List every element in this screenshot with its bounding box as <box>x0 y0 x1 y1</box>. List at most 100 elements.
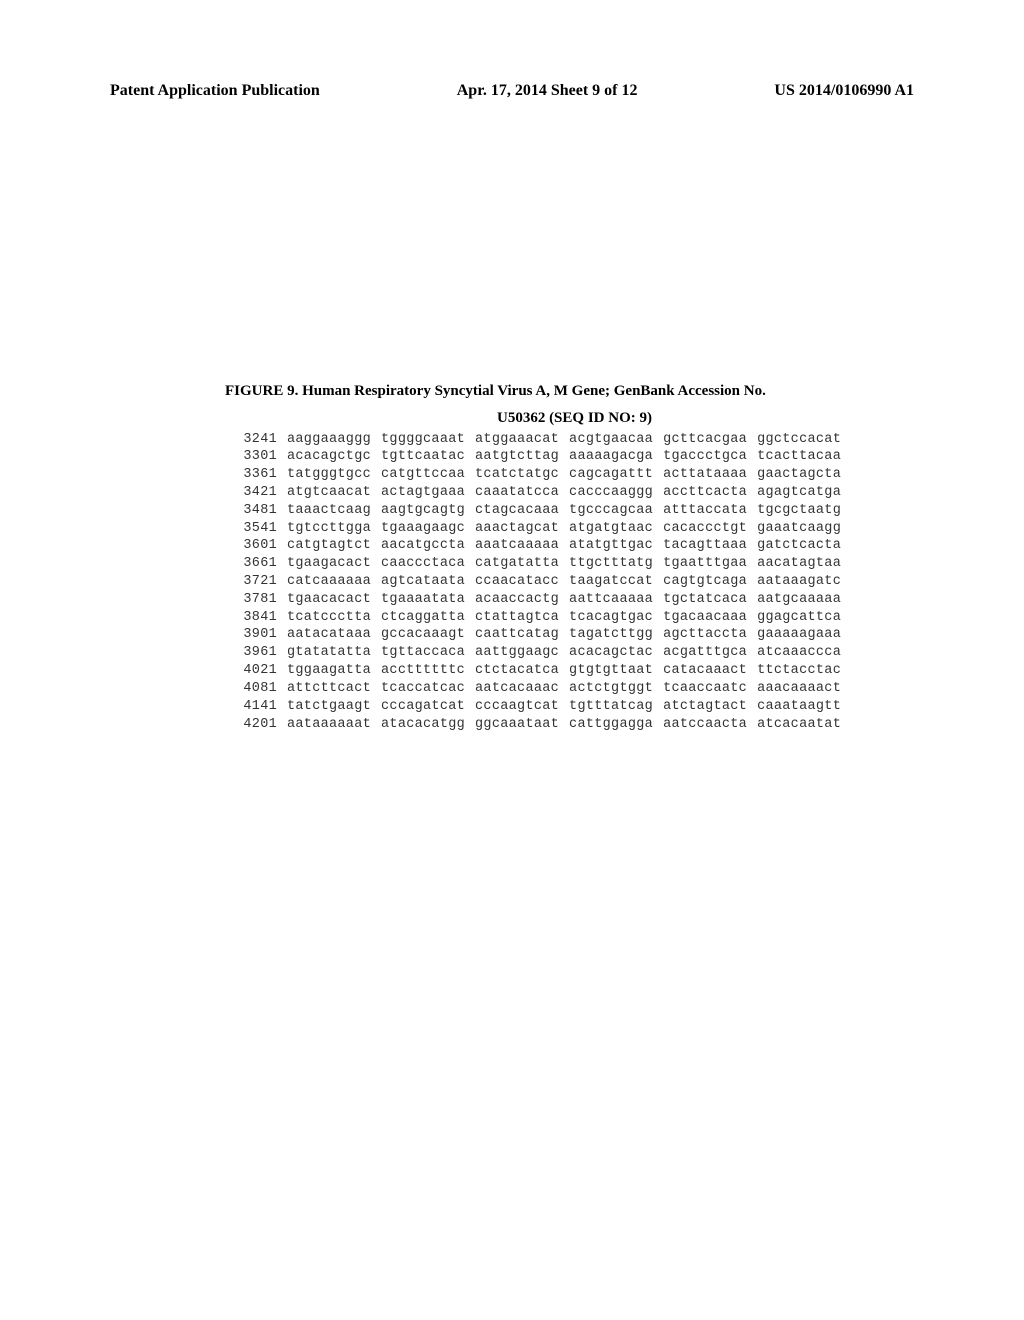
sequence-block: tgtttatcag <box>569 698 663 716</box>
sequence-block: ctctacatca <box>475 662 569 680</box>
sequence-row: 3601catgtagtctaacatgcctaaaatcaaaaaatatgt… <box>225 537 924 555</box>
sequence-block: accttttttc <box>381 662 475 680</box>
sequence-block: taaactcaag <box>287 502 381 520</box>
sequence-row: 4201aataaaaaatatacacatggggcaaataatcattgg… <box>225 716 924 734</box>
sequence-block: atctagtact <box>663 698 757 716</box>
sequence-position: 3901 <box>225 626 287 644</box>
sequence-position: 3241 <box>225 431 287 449</box>
sequence-block: caaccctaca <box>381 555 475 573</box>
sequence-position: 3421 <box>225 484 287 502</box>
sequence-block: tcaccatcac <box>381 680 475 698</box>
sequence-block: ctcaggatta <box>381 609 475 627</box>
sequence-block: caaataagtt <box>757 698 851 716</box>
sequence-position: 3301 <box>225 448 287 466</box>
sequence-block: ctagcacaaa <box>475 502 569 520</box>
sequence-block: atatgttgac <box>569 537 663 555</box>
sequence-block: ctattagtca <box>475 609 569 627</box>
sequence-block: ggctccacat <box>757 431 851 449</box>
sequence-block: cacccaaggg <box>569 484 663 502</box>
sequence-block: aaggaaaggg <box>287 431 381 449</box>
sequence-row: 3901aatacataaagccacaaagtcaattcatagtagatc… <box>225 626 924 644</box>
sequence-position: 3481 <box>225 502 287 520</box>
sequence-block: tgaaagaagc <box>381 520 475 538</box>
sequence-position: 3961 <box>225 644 287 662</box>
sequence-block: aaatcaaaaa <box>475 537 569 555</box>
sequence-block: tgtccttgga <box>287 520 381 538</box>
sequence-block: attcttcact <box>287 680 381 698</box>
sequence-block: tacagttaaa <box>663 537 757 555</box>
sequence-block: tgttaccaca <box>381 644 475 662</box>
sequence-block: actctgtggt <box>569 680 663 698</box>
sequence-block: catgtagtct <box>287 537 381 555</box>
sequence-block: tgaccctgca <box>663 448 757 466</box>
sequence-block: atggaaacat <box>475 431 569 449</box>
sequence-position: 3661 <box>225 555 287 573</box>
sequence-block: acacagctgc <box>287 448 381 466</box>
sequence-block: tcatccctta <box>287 609 381 627</box>
sequence-position: 4021 <box>225 662 287 680</box>
sequence-row: 3541tgtccttggatgaaagaagcaaactagcatatgatg… <box>225 520 924 538</box>
sequence-block: ttgctttatg <box>569 555 663 573</box>
sequence-block: tatgggtgcc <box>287 466 381 484</box>
sequence-block: cccagatcat <box>381 698 475 716</box>
sequence-block: agtcataata <box>381 573 475 591</box>
sequence-block: aaactagcat <box>475 520 569 538</box>
sequence-block: catgttccaa <box>381 466 475 484</box>
sequence-row: 4081attcttcacttcaccatcacaatcacaaacactctg… <box>225 680 924 698</box>
sequence-block: tgctatcaca <box>663 591 757 609</box>
sequence-block: cccaagtcat <box>475 698 569 716</box>
sequence-block: catacaaact <box>663 662 757 680</box>
sequence-block: tgttcaatac <box>381 448 475 466</box>
sequence-block: atcaaaccca <box>757 644 851 662</box>
sequence-position: 3361 <box>225 466 287 484</box>
sequence-block: ttctacctac <box>757 662 851 680</box>
sequence-block: atcacaatat <box>757 716 851 734</box>
sequence-block: atgtcaacat <box>287 484 381 502</box>
sequence-block: tgaacacact <box>287 591 381 609</box>
sequence-block: aagtgcagtg <box>381 502 475 520</box>
sequence-position: 4141 <box>225 698 287 716</box>
sequence-block: gaaatcaagg <box>757 520 851 538</box>
sequence-block: gcttcacgaa <box>663 431 757 449</box>
figure-content: FIGURE 9. Human Respiratory Syncytial Vi… <box>225 382 924 733</box>
sequence-row: 3721catcaaaaaaagtcataataccaacatacctaagat… <box>225 573 924 591</box>
sequence-block: aatcacaaac <box>475 680 569 698</box>
sequence-row: 3241aaggaaagggtggggcaaatatggaaacatacgtga… <box>225 431 924 449</box>
sequence-block: agagtcatga <box>757 484 851 502</box>
sequence-block: tcaaccaatc <box>663 680 757 698</box>
sequence-block: aatccaacta <box>663 716 757 734</box>
sequence-position: 3601 <box>225 537 287 555</box>
sequence-block: catgatatta <box>475 555 569 573</box>
sequence-block: acgatttgca <box>663 644 757 662</box>
sequence-position: 4201 <box>225 716 287 734</box>
sequence-block: tcacagtgac <box>569 609 663 627</box>
sequence-block: tggaagatta <box>287 662 381 680</box>
sequence-block: acgtgaacaa <box>569 431 663 449</box>
sequence-block: gaaaaagaaa <box>757 626 851 644</box>
sequence-row: 3781tgaacacacttgaaaatataacaaccactgaattca… <box>225 591 924 609</box>
sequence-position: 3721 <box>225 573 287 591</box>
sequence-block: actagtgaaa <box>381 484 475 502</box>
sequence-block: tcacttacaa <box>757 448 851 466</box>
sequence-block: cagcagattt <box>569 466 663 484</box>
sequence-block: tgaaaatata <box>381 591 475 609</box>
sequence-block: aattcaaaaa <box>569 591 663 609</box>
patent-number: US 2014/0106990 A1 <box>774 82 914 100</box>
sequence-row: 3481taaactcaagaagtgcagtgctagcacaaatgccca… <box>225 502 924 520</box>
sequence-block: acttataaaa <box>663 466 757 484</box>
sequence-block: tcatctatgc <box>475 466 569 484</box>
sequence-block: aaaaagacga <box>569 448 663 466</box>
sequence-position: 3541 <box>225 520 287 538</box>
sequence-block: taagatccat <box>569 573 663 591</box>
sequence-block: ccaacatacc <box>475 573 569 591</box>
sequence-block: aatgcaaaaa <box>757 591 851 609</box>
sequence-row: 3841tcatcccttactcaggattactattagtcatcacag… <box>225 609 924 627</box>
sequence-block: aaacaaaact <box>757 680 851 698</box>
sequence-block: acacagctac <box>569 644 663 662</box>
sequence-block: tgaatttgaa <box>663 555 757 573</box>
sequence-block: catcaaaaaa <box>287 573 381 591</box>
sequence-block: atttaccata <box>663 502 757 520</box>
sequence-block: acaaccactg <box>475 591 569 609</box>
sequence-position: 4081 <box>225 680 287 698</box>
sequence-row: 3361tatgggtgcccatgttccaatcatctatgccagcag… <box>225 466 924 484</box>
